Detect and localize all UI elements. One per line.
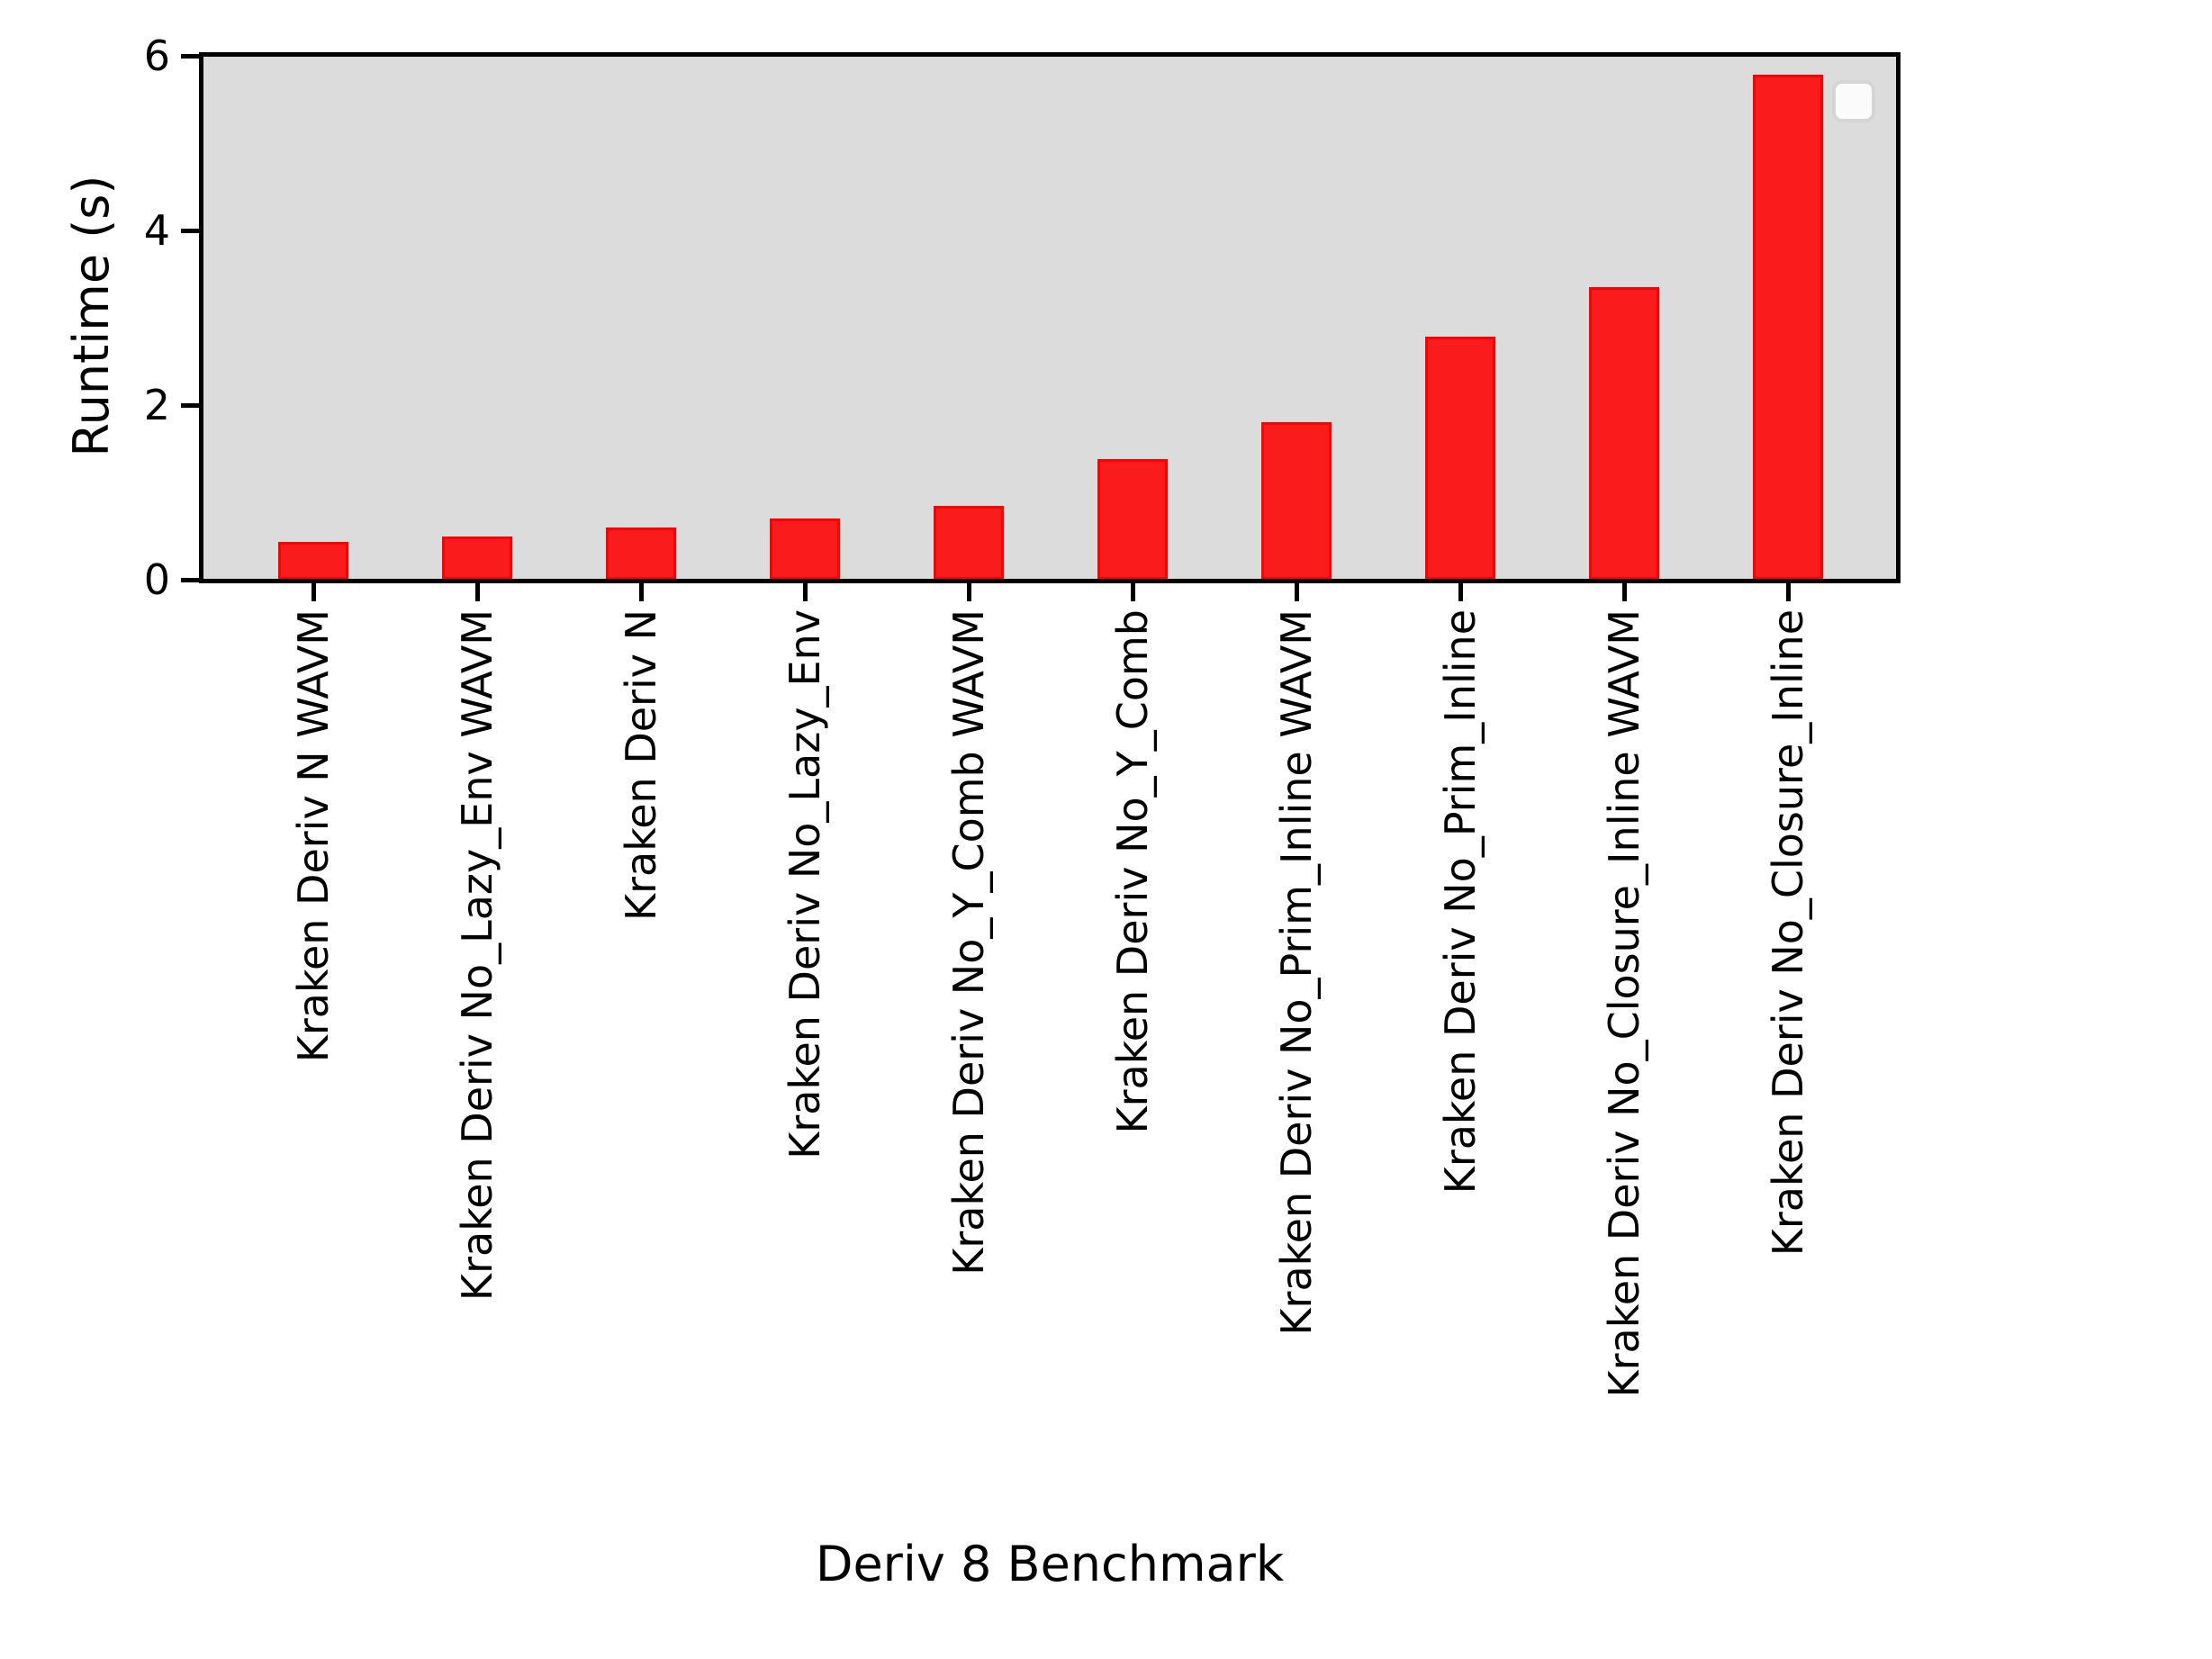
legend-box bbox=[1832, 80, 1875, 122]
y-tick-mark bbox=[181, 228, 203, 233]
x-tick-label: Kraken Deriv No_Prim_Inline WAVM bbox=[1272, 609, 1321, 1336]
x-tick-mark bbox=[1458, 580, 1463, 601]
x-tick-label: Kraken Deriv No_Prim_Inline bbox=[1436, 609, 1485, 1195]
y-tick-label: 6 bbox=[143, 32, 170, 80]
y-tick-label: 0 bbox=[143, 555, 170, 604]
bar bbox=[442, 536, 512, 580]
y-tick-mark bbox=[181, 402, 203, 408]
y-axis-title-text: Runtime (s) bbox=[63, 175, 120, 457]
x-tick-label: Kraken Deriv No_Closure_Inline bbox=[1764, 609, 1812, 1257]
x-tick-label: Kraken Deriv No_Lazy_Env WAVM bbox=[453, 609, 501, 1302]
x-tick-label: Kraken Deriv No_Y_Comb WAVM bbox=[944, 609, 993, 1276]
x-tick-mark bbox=[1130, 580, 1135, 601]
y-tick-mark bbox=[181, 577, 203, 582]
y-tick-label: 4 bbox=[143, 206, 170, 255]
bar bbox=[606, 527, 676, 580]
x-axis-title: Deriv 8 Benchmark bbox=[815, 1536, 1285, 1592]
bar bbox=[1097, 459, 1168, 580]
x-tick-label: Kraken Deriv No_Closure_Inline WAVM bbox=[1600, 609, 1648, 1398]
x-tick-mark bbox=[1621, 580, 1627, 601]
bar bbox=[770, 518, 840, 580]
x-tick-mark bbox=[802, 580, 808, 601]
x-tick-mark bbox=[1294, 580, 1299, 601]
x-tick-label: Kraken Deriv No_Y_Comb bbox=[1108, 609, 1157, 1134]
bar bbox=[278, 542, 348, 580]
bar bbox=[1261, 422, 1332, 580]
x-tick-mark bbox=[638, 580, 644, 601]
x-tick-mark bbox=[966, 580, 971, 601]
x-tick-mark bbox=[311, 580, 316, 601]
x-tick-mark bbox=[1785, 580, 1791, 601]
x-tick-label: Kraken Deriv No_Lazy_Env bbox=[781, 609, 829, 1159]
x-tick-label: Kraken Deriv N bbox=[617, 609, 665, 922]
bar bbox=[1589, 287, 1659, 580]
bar bbox=[1753, 75, 1823, 580]
y-tick-label: 2 bbox=[143, 381, 170, 429]
bar bbox=[934, 505, 1004, 580]
y-axis-title: Runtime (s) bbox=[63, 176, 120, 461]
y-tick-mark bbox=[181, 53, 203, 59]
bar bbox=[1425, 337, 1495, 580]
x-tick-label: Kraken Deriv N WAVM bbox=[289, 609, 338, 1063]
x-tick-mark bbox=[474, 580, 480, 601]
